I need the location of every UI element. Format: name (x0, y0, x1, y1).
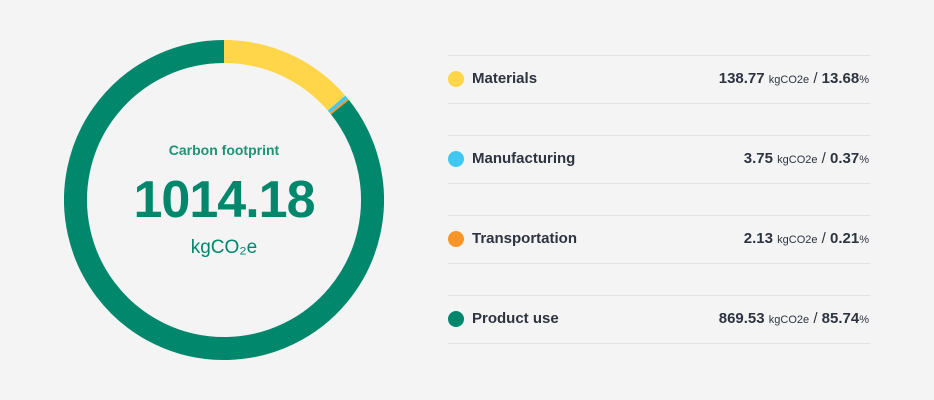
legend-row-materials: Materials 138.77 kgCO2e / 13.68% (448, 55, 870, 104)
donut-segment-materials (223, 40, 346, 111)
legend-value: 138.77 kgCO2e / 13.68% (718, 70, 869, 87)
donut-segment-manufacturing (327, 95, 348, 114)
legend-row-transportation: Transportation 2.13 kgCO2e / 0.21% (448, 215, 870, 264)
legend-value: 3.75 kgCO2e / 0.37% (743, 150, 869, 167)
materials-dot-icon (448, 71, 464, 87)
total-unit: kgCO₂e (190, 237, 258, 258)
product-use-dot-icon (448, 311, 464, 327)
donut-segment-transportation (329, 98, 349, 115)
chart-title: Carbon footprint (168, 142, 280, 158)
legend-value: 869.53 kgCO2e / 85.74% (718, 310, 869, 327)
transportation-dot-icon (448, 231, 464, 247)
legend-row-manufacturing: Manufacturing 3.75 kgCO2e / 0.37% (448, 135, 870, 184)
legend-label: Transportation (472, 230, 578, 247)
legend-row-product-use: Product use 869.53 kgCO2e / 85.74% (448, 295, 870, 344)
donut-center: Carbon footprint 1014.18 kgCO₂e (64, 40, 384, 360)
legend-label: Manufacturing (472, 150, 576, 167)
legend-label: Materials (472, 70, 538, 87)
total-value: 1014.18 (133, 171, 316, 229)
donut-segment-product-use (64, 40, 384, 360)
donut-chart: Carbon footprint 1014.18 kgCO₂e (64, 40, 384, 360)
donut-ring (64, 40, 384, 360)
legend: Materials 138.77 kgCO2e / 13.68% Manufac… (448, 55, 870, 375)
legend-label: Product use (472, 310, 559, 327)
manufacturing-dot-icon (448, 151, 464, 167)
legend-value: 2.13 kgCO2e / 0.21% (743, 230, 869, 247)
